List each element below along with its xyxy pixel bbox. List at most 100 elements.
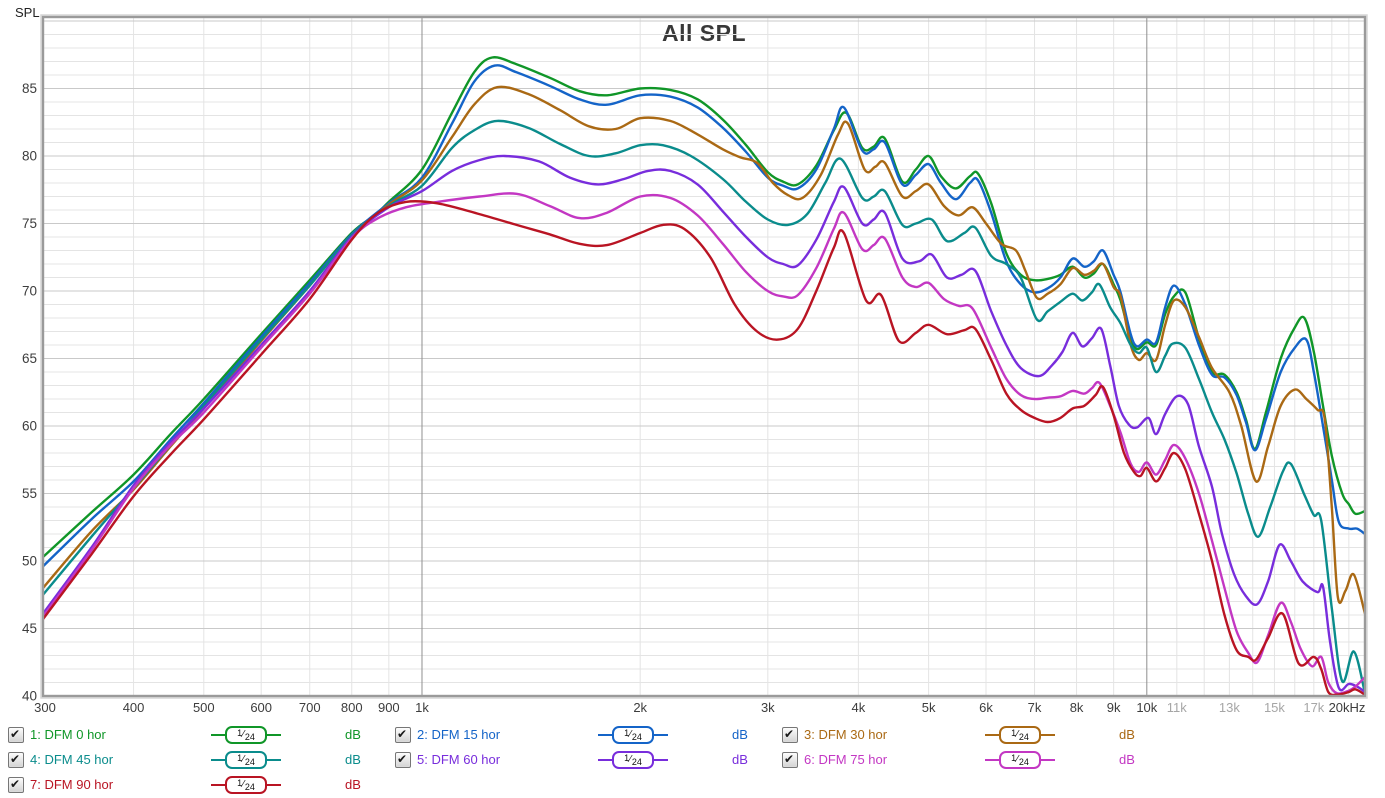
smoothing-badge[interactable]: 1 ⁄ 24 bbox=[225, 751, 267, 769]
x-tick-label: 3k bbox=[761, 700, 775, 715]
chart-title: All SPL bbox=[661, 20, 746, 46]
plot-area[interactable] bbox=[41, 15, 1367, 698]
trace-line-sample bbox=[598, 734, 612, 736]
fraction-slash: ⁄ bbox=[629, 729, 632, 740]
x-tick-label: 11k bbox=[1167, 700, 1187, 715]
x-tick-label: 800 bbox=[341, 700, 363, 715]
trace-line-sample bbox=[211, 759, 225, 761]
smoothing-denominator: 24 bbox=[631, 757, 642, 767]
x-tick-label: 600 bbox=[250, 700, 272, 715]
unit-label: dB bbox=[345, 752, 361, 767]
smoothing-denominator: 24 bbox=[244, 732, 255, 742]
smoothing-numerator: 1 bbox=[237, 728, 243, 738]
x-tick-label: 5k bbox=[922, 700, 936, 715]
y-tick-label: 75 bbox=[22, 216, 37, 231]
gridlines-major bbox=[43, 17, 1365, 696]
trace-line-sample bbox=[654, 759, 668, 761]
smoothing-badge[interactable]: 1 ⁄ 24 bbox=[612, 726, 654, 744]
trace-line-sample bbox=[267, 784, 281, 786]
trace-line-sample bbox=[654, 734, 668, 736]
x-tick-label: 400 bbox=[123, 700, 145, 715]
unit-label: dB bbox=[732, 752, 748, 767]
smoothing-numerator: 1 bbox=[624, 753, 630, 763]
checkmark-icon: ✔ bbox=[397, 727, 408, 741]
unit-label: dB bbox=[345, 727, 361, 742]
trace-line-sample bbox=[1041, 734, 1055, 736]
measurement-checkbox[interactable]: ✔ bbox=[395, 727, 411, 743]
trace-6-dfm-75-hor bbox=[43, 192, 1365, 695]
measurement-checkbox[interactable]: ✔ bbox=[8, 752, 24, 768]
x-tick-label: 15k bbox=[1264, 700, 1285, 715]
legend-item-4: ✔ 4: DFM 45 hor 1 ⁄ 24 dB bbox=[6, 748, 393, 773]
smoothing-control[interactable]: 1 ⁄ 24 bbox=[985, 726, 1065, 744]
y-tick-label: 50 bbox=[22, 554, 37, 569]
unit-label: dB bbox=[1119, 727, 1135, 742]
measurement-label[interactable]: 4: DFM 45 hor bbox=[30, 752, 114, 767]
x-tick-label: 6k bbox=[979, 700, 993, 715]
x-tick-label: 13k bbox=[1219, 700, 1240, 715]
trace-1-dfm-0-hor bbox=[43, 56, 1365, 559]
y-tick-label: 60 bbox=[22, 419, 37, 434]
x-tick-label: 10k bbox=[1136, 700, 1157, 715]
smoothing-control[interactable]: 1 ⁄ 24 bbox=[211, 751, 291, 769]
checkmark-icon: ✔ bbox=[784, 752, 795, 766]
trace-line-sample bbox=[598, 759, 612, 761]
smoothing-badge[interactable]: 1 ⁄ 24 bbox=[225, 776, 267, 794]
y-axis-unit-label: SPL bbox=[15, 5, 40, 20]
trace-line-sample bbox=[211, 734, 225, 736]
smoothing-badge[interactable]: 1 ⁄ 24 bbox=[999, 751, 1041, 769]
x-tick-label: 9k bbox=[1107, 700, 1121, 715]
y-tick-label: 80 bbox=[22, 149, 37, 164]
y-tick-label: 55 bbox=[22, 486, 37, 501]
checkmark-icon: ✔ bbox=[784, 727, 795, 741]
trace-line-sample bbox=[985, 759, 999, 761]
measurement-checkbox[interactable]: ✔ bbox=[395, 752, 411, 768]
measurement-label[interactable]: 2: DFM 15 hor bbox=[417, 727, 501, 742]
smoothing-control[interactable]: 1 ⁄ 24 bbox=[211, 776, 291, 794]
smoothing-denominator: 24 bbox=[1018, 732, 1029, 742]
smoothing-badge[interactable]: 1 ⁄ 24 bbox=[612, 751, 654, 769]
plot-border-outer bbox=[40, 14, 1368, 699]
x-tick-label: 8k bbox=[1070, 700, 1084, 715]
smoothing-control[interactable]: 1 ⁄ 24 bbox=[211, 726, 291, 744]
x-tick-label: 1k bbox=[415, 700, 429, 715]
x-tick-label: 20kHz bbox=[1329, 700, 1366, 715]
y-tick-label: 45 bbox=[22, 621, 37, 636]
trace-7-dfm-90-hor bbox=[43, 199, 1365, 696]
x-tick-label: 700 bbox=[299, 700, 321, 715]
measurement-label[interactable]: 5: DFM 60 hor bbox=[417, 752, 501, 767]
measurement-checkbox[interactable]: ✔ bbox=[8, 727, 24, 743]
measurement-label[interactable]: 7: DFM 90 hor bbox=[30, 777, 114, 792]
legend-item-2: ✔ 2: DFM 15 hor 1 ⁄ 24 dB bbox=[393, 723, 780, 748]
measurement-label[interactable]: 1: DFM 0 hor bbox=[30, 727, 106, 742]
trace-line-sample bbox=[267, 759, 281, 761]
smoothing-control[interactable]: 1 ⁄ 24 bbox=[985, 751, 1065, 769]
measurement-label[interactable]: 6: DFM 75 hor bbox=[804, 752, 888, 767]
x-tick-label: 4k bbox=[852, 700, 866, 715]
legend-item-5: ✔ 5: DFM 60 hor 1 ⁄ 24 dB bbox=[393, 748, 780, 773]
x-tick-label: 300 bbox=[34, 700, 56, 715]
legend: ✔ 1: DFM 0 hor 1 ⁄ 24 dB ✔ 2: DFM 15 hor 1 ⁄ 24 dB ✔… bbox=[6, 723, 1167, 798]
smoothing-badge[interactable]: 1 ⁄ 24 bbox=[225, 726, 267, 744]
trace-line-sample bbox=[1041, 759, 1055, 761]
measurement-checkbox[interactable]: ✔ bbox=[8, 777, 24, 793]
smoothing-numerator: 1 bbox=[237, 753, 243, 763]
trace-line-sample bbox=[211, 784, 225, 786]
fraction-slash: ⁄ bbox=[242, 779, 245, 790]
smoothing-control[interactable]: 1 ⁄ 24 bbox=[598, 726, 678, 744]
x-axis-tick-labels: 300 400 500 600 700 800 900 1k 2k 3k 4k 5k 6k 7k 8k 9k 1… bbox=[34, 700, 1365, 715]
smoothing-numerator: 1 bbox=[1011, 728, 1017, 738]
measurement-checkbox[interactable]: ✔ bbox=[782, 727, 798, 743]
legend-item-1: ✔ 1: DFM 0 hor 1 ⁄ 24 dB bbox=[6, 723, 393, 748]
traces bbox=[43, 56, 1365, 696]
smoothing-badge[interactable]: 1 ⁄ 24 bbox=[999, 726, 1041, 744]
unit-label: dB bbox=[732, 727, 748, 742]
y-tick-label: 40 bbox=[22, 689, 37, 704]
trace-line-sample bbox=[267, 734, 281, 736]
smoothing-control[interactable]: 1 ⁄ 24 bbox=[598, 751, 678, 769]
legend-item-3: ✔ 3: DFM 30 hor 1 ⁄ 24 dB bbox=[780, 723, 1167, 748]
smoothing-denominator: 24 bbox=[244, 757, 255, 767]
measurement-label[interactable]: 3: DFM 30 hor bbox=[804, 727, 888, 742]
measurement-checkbox[interactable]: ✔ bbox=[782, 752, 798, 768]
x-tick-label: 900 bbox=[378, 700, 400, 715]
